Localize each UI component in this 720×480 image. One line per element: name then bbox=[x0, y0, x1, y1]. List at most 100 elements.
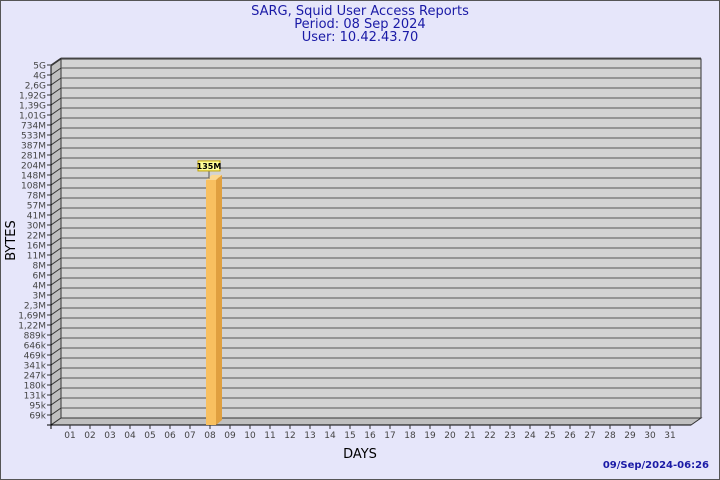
y-tick-slant bbox=[50, 317, 62, 326]
y-tick-label: 1,92G bbox=[19, 92, 46, 102]
data-label-box bbox=[197, 160, 221, 172]
y-tick-slant bbox=[50, 127, 62, 136]
y-tick-label: 1,22M bbox=[18, 322, 46, 332]
y-tick-label: 5G bbox=[33, 62, 46, 72]
y-tick-label: 148M bbox=[21, 172, 46, 182]
y-tick-label: 4G bbox=[33, 72, 46, 82]
y-tick-slant bbox=[50, 147, 62, 156]
y-tick-label: 8M bbox=[33, 262, 47, 272]
y-tick-slant bbox=[50, 107, 62, 116]
x-tick-label: 30 bbox=[644, 431, 656, 441]
y-tick-label: 1,01G bbox=[19, 112, 46, 122]
x-tick-label: 13 bbox=[304, 431, 315, 441]
x-tick-label: 08 bbox=[204, 431, 216, 441]
x-tick-label: 02 bbox=[84, 431, 95, 441]
y-tick-slant bbox=[50, 357, 62, 366]
y-tick-slant bbox=[50, 97, 62, 106]
x-tick-label: 27 bbox=[584, 431, 595, 441]
y-tick-label: 281M bbox=[21, 152, 46, 162]
y-tick-slant bbox=[50, 77, 62, 86]
x-tick-label: 19 bbox=[424, 431, 436, 441]
y-tick-slant bbox=[50, 57, 62, 66]
x-tick-label: 12 bbox=[284, 431, 295, 441]
y-tick-label: 3M bbox=[33, 292, 47, 302]
y-tick-label: 889k bbox=[24, 332, 47, 342]
y-tick-label: 1,39G bbox=[19, 102, 46, 112]
y-tick-label: 2,6G bbox=[25, 82, 46, 92]
y-tick-label: 108M bbox=[21, 182, 46, 192]
x-tick-label: 29 bbox=[624, 431, 636, 441]
x-tick-label: 26 bbox=[564, 431, 576, 441]
y-tick-slant bbox=[50, 407, 62, 416]
y-tick-label: 4M bbox=[33, 282, 47, 292]
x-tick-label: 18 bbox=[404, 431, 416, 441]
timestamp: 09/Sep/2024-06:26 bbox=[602, 460, 709, 471]
bar-side bbox=[216, 174, 222, 425]
y-tick-slant bbox=[50, 137, 62, 146]
x-tick-label: 05 bbox=[144, 431, 155, 441]
y-tick-label: 11M bbox=[27, 252, 46, 262]
x-tick-label: 09 bbox=[224, 431, 236, 441]
x-tick-label: 15 bbox=[344, 431, 355, 441]
x-tick-label: 28 bbox=[604, 431, 616, 441]
x-tick-label: 06 bbox=[164, 431, 176, 441]
y-tick-slant bbox=[50, 117, 62, 126]
y-tick-slant bbox=[50, 257, 62, 266]
y-tick-label: 533M bbox=[21, 132, 46, 142]
chart-period: Period: 08 Sep 2024 bbox=[294, 17, 426, 32]
y-tick-label: 180k bbox=[24, 382, 47, 392]
y-tick-slant bbox=[50, 307, 62, 316]
x-tick-label: 21 bbox=[464, 431, 475, 441]
y-tick-label: 30M bbox=[27, 222, 46, 232]
x-tick-label: 16 bbox=[364, 431, 376, 441]
y-tick-slant bbox=[50, 177, 62, 186]
x-tick-label: 31 bbox=[664, 431, 675, 441]
y-tick-slant bbox=[50, 337, 62, 346]
y-tick-label: 1,69M bbox=[18, 312, 46, 322]
y-tick-label: 41M bbox=[27, 212, 46, 222]
y-tick-slant bbox=[50, 297, 62, 306]
y-tick-slant bbox=[50, 157, 62, 166]
y-tick-slant bbox=[50, 197, 62, 206]
y-tick-slant bbox=[50, 327, 62, 336]
y-tick-label: 646k bbox=[24, 342, 47, 352]
y-axis-label: BYTES bbox=[3, 220, 19, 261]
y-tick-slant bbox=[50, 207, 62, 216]
x-tick-label: 03 bbox=[104, 431, 115, 441]
bar bbox=[206, 179, 216, 425]
y-tick-slant bbox=[50, 87, 62, 96]
x-tick-label: 25 bbox=[544, 431, 555, 441]
y-tick-label: 95k bbox=[29, 402, 46, 412]
chart-title: SARG, Squid User Access Reports bbox=[251, 4, 469, 19]
x-tick-label: 23 bbox=[504, 431, 515, 441]
y-tick-label: 387M bbox=[21, 142, 46, 152]
y-tick-label: 69k bbox=[29, 412, 46, 422]
y-tick-label: 341k bbox=[24, 362, 47, 372]
y-tick-slant bbox=[50, 167, 62, 176]
chart-user: User: 10.42.43.70 bbox=[301, 30, 419, 45]
y-tick-label: 131k bbox=[24, 392, 47, 402]
y-tick-slant bbox=[50, 217, 62, 226]
plot-floor bbox=[49, 417, 703, 426]
y-tick-slant bbox=[50, 347, 62, 356]
y-tick-slant bbox=[50, 367, 62, 376]
y-tick-label: 734M bbox=[21, 122, 46, 132]
data-label: 135M bbox=[197, 162, 222, 171]
bar-top bbox=[206, 174, 222, 180]
x-tick-label: 24 bbox=[524, 431, 536, 441]
y-tick-slant bbox=[50, 247, 62, 256]
x-tick-label: 17 bbox=[384, 431, 395, 441]
x-tick-label: 07 bbox=[184, 431, 195, 441]
y-tick-slant bbox=[50, 397, 62, 406]
x-tick-label: 14 bbox=[324, 431, 336, 441]
y-tick-slant bbox=[50, 187, 62, 196]
y-tick-slant bbox=[50, 237, 62, 246]
y-tick-label: 204M bbox=[21, 162, 46, 172]
y-tick-slant bbox=[50, 67, 62, 76]
x-tick-label: 01 bbox=[64, 431, 75, 441]
x-tick-label: 11 bbox=[264, 431, 275, 441]
y-tick-slant bbox=[50, 377, 62, 386]
x-tick-label: 22 bbox=[484, 431, 495, 441]
